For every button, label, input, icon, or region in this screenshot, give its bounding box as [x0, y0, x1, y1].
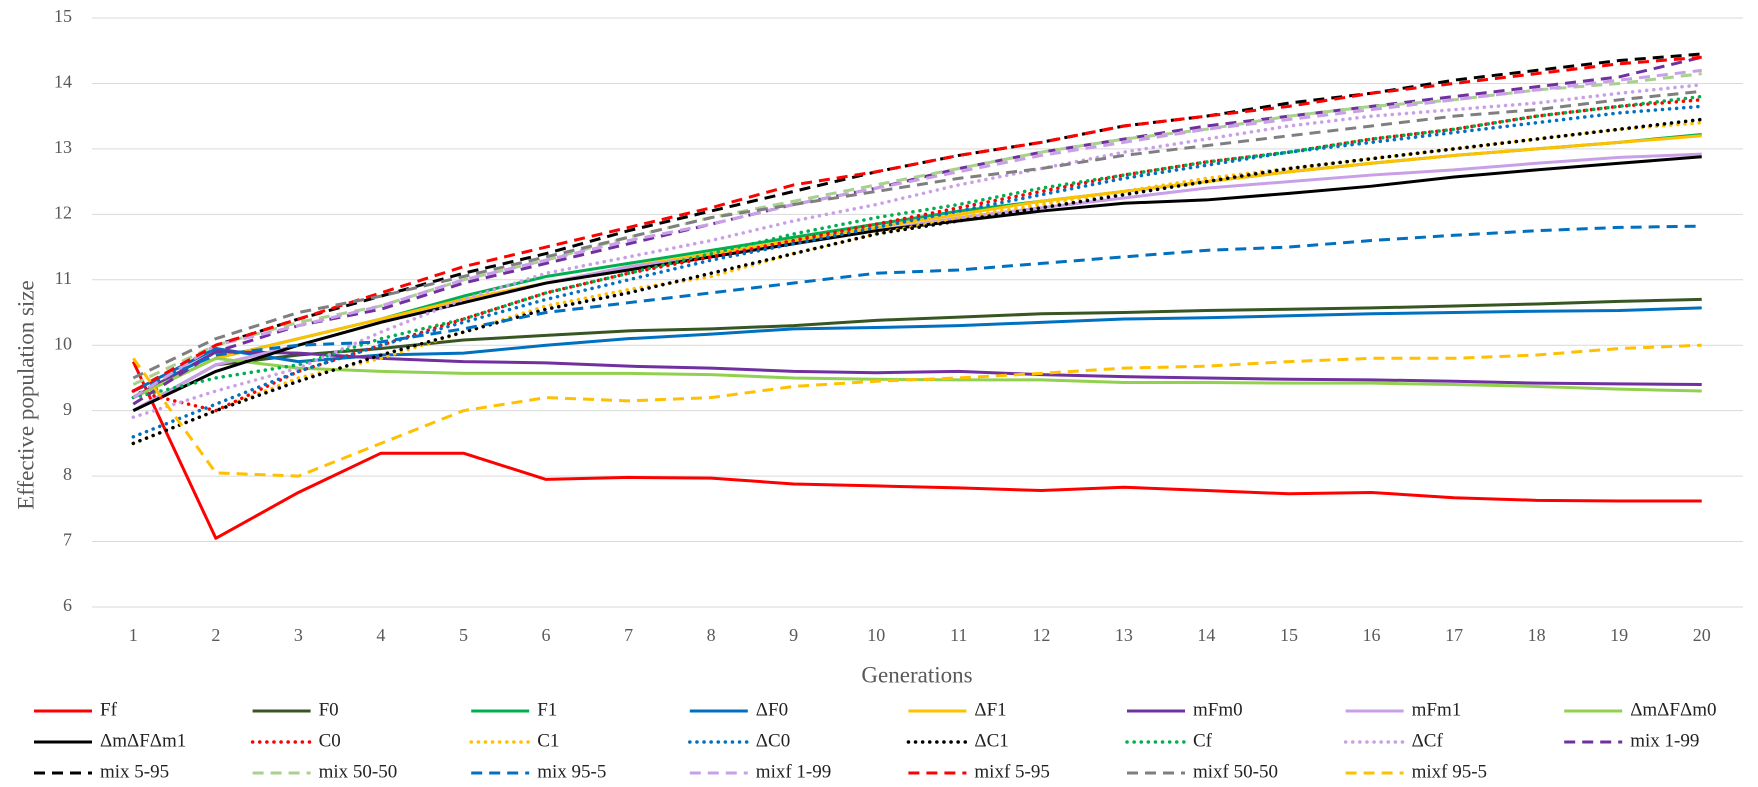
series-line [131, 360, 1702, 540]
legend-label: ΔmΔFΔm0 [1630, 699, 1716, 720]
legend-label: ΔC0 [756, 730, 790, 751]
legend-label: Cf [1193, 730, 1213, 751]
legend-label: ΔF1 [974, 699, 1006, 720]
y-tick-label: 12 [54, 202, 72, 222]
x-tick-label: 8 [707, 625, 716, 645]
legend-label: ΔC1 [974, 730, 1008, 751]
x-tick-label: 1 [129, 625, 138, 645]
series-line [131, 117, 1704, 446]
series-line [132, 52, 1702, 399]
legend-label: mix 95-5 [537, 761, 606, 782]
x-tick-label: 9 [789, 625, 798, 645]
y-tick-label: 9 [63, 399, 72, 419]
x-tick-label: 15 [1280, 625, 1298, 645]
legend-label: ΔmΔFΔm1 [100, 730, 186, 751]
legend-label: mix 5-95 [100, 761, 169, 782]
series-line [131, 120, 1704, 446]
series-line [132, 72, 1702, 386]
x-tick-label: 5 [459, 625, 468, 645]
x-tick-label: 11 [950, 625, 967, 645]
x-tick-label: 7 [624, 625, 633, 645]
legend-label: C0 [319, 730, 341, 751]
series-line [132, 343, 1702, 478]
legend-label: F1 [537, 699, 557, 720]
legend-label: mFm1 [1412, 699, 1462, 720]
series-line [132, 55, 1702, 393]
series-line [132, 89, 1702, 380]
legend-label: ΔCf [1412, 730, 1444, 751]
y-tick-label: 11 [55, 268, 72, 288]
y-tick-label: 13 [54, 137, 72, 157]
y-axis-title: Effective population size [13, 280, 38, 510]
series-line [132, 68, 1702, 399]
series-line [132, 297, 1702, 412]
legend-label: mixf 95-5 [1412, 761, 1487, 782]
legend-label: mFm0 [1193, 699, 1243, 720]
series-line [132, 55, 1703, 406]
legend-label: mixf 1-99 [756, 761, 831, 782]
legend-label: ΔF0 [756, 699, 788, 720]
x-tick-label: 18 [1528, 625, 1546, 645]
legend-label: Ff [100, 699, 118, 720]
x-tick-label: 10 [867, 625, 885, 645]
legend-label: F0 [319, 699, 339, 720]
y-tick-label: 10 [54, 333, 72, 353]
x-tick-label: 2 [211, 625, 220, 645]
y-tick-label: 14 [54, 72, 72, 92]
series-line [132, 224, 1702, 393]
series-line [131, 83, 1704, 419]
series-line [132, 356, 1702, 399]
x-tick-label: 16 [1363, 625, 1381, 645]
x-tick-label: 20 [1693, 625, 1711, 645]
series-line [131, 104, 1704, 439]
legend-label: mixf 50-50 [1193, 761, 1278, 782]
y-tick-label: 15 [54, 6, 72, 26]
legend-label: mix 1-99 [1630, 730, 1699, 751]
series-line [132, 134, 1702, 399]
legend-label: mix 50-50 [319, 761, 398, 782]
series-line [132, 350, 1702, 399]
x-tick-label: 3 [294, 625, 303, 645]
x-tick-label: 12 [1032, 625, 1050, 645]
x-tick-label: 13 [1115, 625, 1133, 645]
y-tick-label: 8 [63, 464, 72, 484]
x-tick-label: 6 [542, 625, 551, 645]
y-tick-label: 6 [63, 595, 72, 615]
x-tick-label: 14 [1197, 625, 1215, 645]
series-line [131, 94, 1704, 400]
legend-label: mixf 5-95 [974, 761, 1049, 782]
y-tick-label: 7 [63, 530, 72, 550]
legend-label: C1 [537, 730, 559, 751]
x-axis-title: Generations [861, 662, 972, 687]
x-tick-label: 19 [1610, 625, 1628, 645]
x-tick-label: 4 [376, 625, 385, 645]
x-tick-label: 17 [1445, 625, 1463, 645]
